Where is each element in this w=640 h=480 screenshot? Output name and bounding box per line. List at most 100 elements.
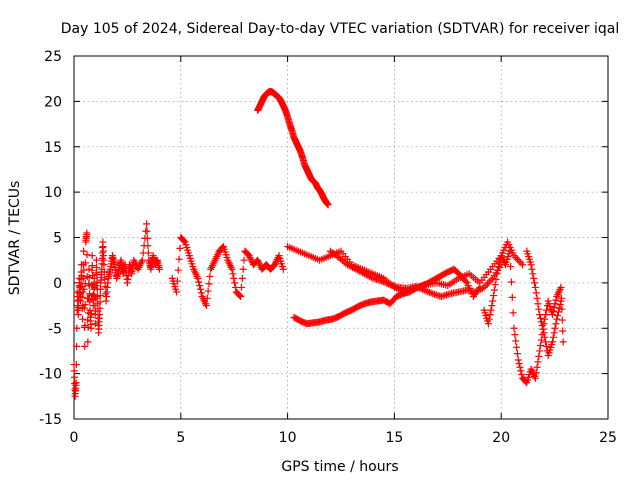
data-point	[487, 306, 495, 314]
data-point	[506, 247, 514, 255]
data-point	[379, 278, 387, 286]
data-point	[515, 257, 523, 265]
data-point	[412, 283, 420, 291]
data-point	[174, 266, 182, 274]
data-point	[559, 338, 567, 346]
y-tick-label: -5	[48, 321, 62, 337]
data-point	[384, 280, 392, 288]
data-point	[538, 322, 546, 330]
data-point	[558, 316, 566, 324]
data-point	[527, 261, 535, 269]
data-point	[484, 280, 492, 288]
data-point	[488, 302, 496, 310]
data-point	[383, 279, 391, 287]
data-point	[552, 320, 560, 328]
data-point	[229, 270, 237, 278]
series-late-recovery	[523, 247, 565, 359]
x-tick-label: 15	[385, 430, 403, 446]
data-point	[239, 265, 247, 273]
data-point	[557, 283, 565, 291]
data-point	[492, 275, 500, 283]
data-point	[554, 308, 562, 316]
data-point	[514, 356, 522, 364]
data-point	[96, 285, 104, 293]
data-point	[74, 303, 82, 311]
data-point	[533, 294, 541, 302]
data-point	[548, 311, 556, 319]
series-late-excursion	[480, 247, 567, 387]
data-point	[73, 342, 81, 350]
data-point	[512, 337, 520, 345]
data-point	[143, 234, 151, 242]
data-point	[555, 304, 563, 312]
data-point	[519, 261, 527, 269]
data-points	[70, 87, 567, 400]
data-point	[550, 303, 558, 311]
data-point	[511, 331, 519, 339]
y-axis-label: SDTVAR / TECUs	[7, 181, 23, 296]
data-point	[550, 329, 558, 337]
y-tick-label: 0	[53, 276, 62, 292]
data-point	[237, 283, 245, 291]
data-point	[279, 265, 287, 273]
data-point	[513, 343, 521, 351]
data-point	[80, 247, 88, 255]
data-point	[74, 311, 82, 319]
chart-title: Day 105 of 2024, Sidereal Day-to-day VTE…	[61, 21, 619, 37]
data-point	[551, 324, 559, 332]
data-point	[237, 292, 245, 300]
data-point	[93, 263, 101, 271]
data-point	[202, 302, 210, 310]
data-point	[490, 286, 498, 294]
data-point	[489, 297, 497, 305]
data-point	[559, 327, 567, 335]
data-point	[196, 285, 204, 293]
data-point	[80, 285, 88, 293]
data-point	[195, 278, 203, 286]
data-point	[493, 270, 501, 278]
data-point	[494, 266, 502, 274]
series-upper-diagonal	[326, 247, 505, 300]
data-point	[206, 273, 214, 281]
data-point	[551, 300, 559, 308]
data-point	[510, 324, 518, 332]
data-point	[427, 289, 435, 297]
data-point	[175, 255, 183, 263]
data-point	[100, 268, 108, 276]
data-point	[508, 293, 516, 301]
data-point	[417, 285, 425, 293]
data-point	[485, 315, 493, 323]
data-point	[557, 297, 565, 305]
data-point	[81, 342, 89, 350]
data-point	[531, 283, 539, 291]
data-point	[517, 259, 525, 267]
data-point	[144, 242, 152, 250]
data-point	[542, 306, 550, 314]
data-point	[205, 280, 213, 288]
data-point	[422, 287, 430, 295]
data-point	[73, 324, 81, 332]
data-point	[486, 311, 494, 319]
data-point	[80, 266, 88, 274]
data-point	[534, 300, 542, 308]
data-point	[556, 301, 564, 309]
data-point	[420, 286, 428, 294]
data-point	[83, 251, 91, 259]
data-point	[90, 274, 98, 282]
x-tick-label: 20	[492, 430, 510, 446]
data-point	[144, 249, 152, 257]
data-point	[542, 338, 550, 346]
data-point	[71, 380, 79, 388]
data-point	[96, 292, 104, 300]
data-point	[88, 252, 96, 260]
data-point	[72, 361, 80, 369]
data-point	[517, 367, 525, 375]
data-point	[88, 262, 96, 270]
data-point	[424, 288, 432, 296]
data-point	[173, 277, 181, 285]
data-point	[197, 289, 205, 297]
data-point	[548, 338, 556, 346]
data-point	[413, 283, 421, 291]
grid	[74, 56, 608, 419]
